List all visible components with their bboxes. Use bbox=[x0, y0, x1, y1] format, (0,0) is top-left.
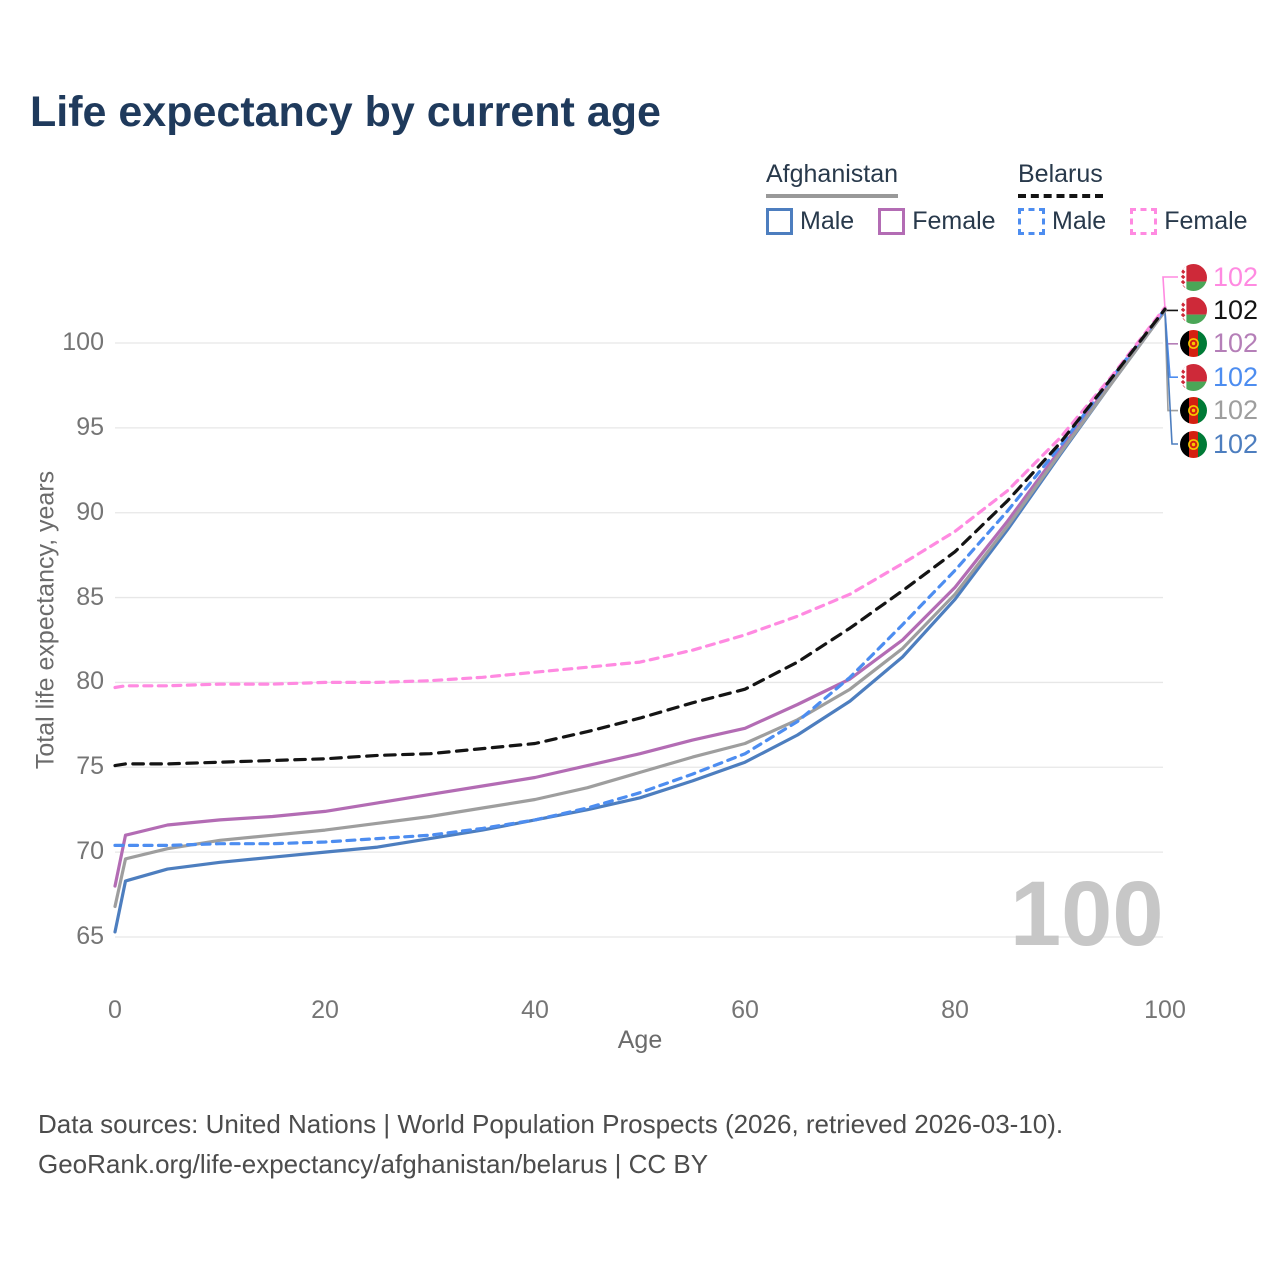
afghanistan-flag-icon bbox=[1180, 330, 1207, 358]
footer-data-sources: Data sources: United Nations | World Pop… bbox=[38, 1109, 1064, 1139]
end-label-connector bbox=[1164, 309, 1178, 312]
y-axis-title: Total life expectancy, years bbox=[31, 470, 60, 770]
footer: Data sources: United Nations | World Pop… bbox=[38, 1104, 1063, 1184]
x-tick-label: 80 bbox=[941, 996, 969, 1024]
footer-attribution: GeoRank.org/life-expectancy/afghanistan/… bbox=[38, 1149, 709, 1180]
legend-swatch-icon bbox=[878, 208, 906, 235]
y-tick-label: 95 bbox=[76, 412, 104, 441]
y-tick-label: 85 bbox=[76, 582, 104, 611]
legend-swatch-icon bbox=[1130, 208, 1158, 235]
end-label-connector bbox=[1162, 276, 1178, 310]
afghanistan-flag-icon bbox=[1180, 397, 1207, 425]
legend-item-afghanistan-male[interactable]: Male bbox=[766, 207, 854, 236]
end-label-connector bbox=[1164, 313, 1178, 445]
belarus-flag-icon bbox=[1180, 263, 1207, 291]
legend-group-belarus: Belarus Male Female bbox=[1018, 160, 1248, 236]
legend-item-label: Female bbox=[1164, 207, 1248, 235]
gridlines bbox=[115, 342, 1163, 938]
legend-item-belarus-female[interactable]: Female bbox=[1130, 207, 1248, 236]
end-label-belarus-total: 102 bbox=[1180, 294, 1258, 326]
y-tick-label: 65 bbox=[76, 922, 104, 950]
series-line-afghanistan-total[interactable] bbox=[113, 309, 1167, 909]
x-tick-label: 0 bbox=[108, 996, 122, 1024]
page-title: Life expectancy by current age bbox=[30, 88, 661, 136]
series-line-belarus-male[interactable] bbox=[113, 307, 1167, 848]
end-label-value: 102 bbox=[1213, 395, 1259, 426]
y-tick-label: 75 bbox=[76, 752, 104, 781]
end-label-belarus-male: 102 bbox=[1180, 361, 1258, 393]
end-label-connectors bbox=[1162, 276, 1178, 445]
end-label-value: 102 bbox=[1213, 261, 1259, 292]
end-label-value: 102 bbox=[1213, 428, 1259, 459]
age-watermark: 100 bbox=[1010, 863, 1164, 965]
end-label-value: 102 bbox=[1213, 294, 1259, 325]
end-label-afghanistan-male: 102 bbox=[1180, 428, 1258, 460]
belarus-flag-icon bbox=[1180, 296, 1207, 324]
y-tick-label: 100 bbox=[62, 328, 104, 356]
x-tick-label: 100 bbox=[1144, 996, 1186, 1024]
legend-country-name: Belarus bbox=[1018, 160, 1103, 198]
end-label-value: 102 bbox=[1213, 328, 1259, 359]
series-line-afghanistan-male[interactable] bbox=[113, 309, 1167, 934]
end-label-belarus-female: 102 bbox=[1180, 261, 1258, 293]
legend-country-name: Afghanistan bbox=[766, 160, 899, 198]
belarus-flag-icon bbox=[1180, 363, 1207, 391]
legend-item-afghanistan-female[interactable]: Female bbox=[878, 207, 996, 236]
y-tick-label: 70 bbox=[76, 837, 104, 866]
legend-group-afghanistan: Afghanistan Male Female bbox=[766, 160, 996, 236]
end-label-afghanistan-female: 102 bbox=[1180, 328, 1258, 360]
legend-item-label: Male bbox=[800, 207, 855, 235]
legend-item-belarus-male[interactable]: Male bbox=[1018, 207, 1106, 236]
legend-swatch-icon bbox=[766, 208, 793, 235]
end-label-afghanistan-total: 102 bbox=[1180, 395, 1258, 427]
legend-item-label: Male bbox=[1052, 207, 1107, 235]
x-tick-label: 60 bbox=[731, 996, 759, 1024]
x-tick-label: 40 bbox=[521, 996, 549, 1024]
y-tick-label: 90 bbox=[76, 497, 104, 526]
x-tick-label: 20 bbox=[311, 996, 339, 1024]
series-line-belarus-female[interactable] bbox=[113, 305, 1167, 690]
legend-item-label: Female bbox=[912, 207, 996, 235]
series-lines bbox=[113, 305, 1167, 934]
legend-swatch-icon bbox=[1018, 208, 1045, 235]
series-line-belarus-total[interactable] bbox=[113, 307, 1167, 768]
afghanistan-flag-icon bbox=[1180, 430, 1207, 458]
x-axis-title: Age bbox=[617, 1026, 663, 1054]
y-tick-label: 80 bbox=[76, 667, 104, 696]
end-label-value: 102 bbox=[1213, 361, 1259, 392]
series-line-afghanistan-female[interactable] bbox=[113, 309, 1167, 888]
